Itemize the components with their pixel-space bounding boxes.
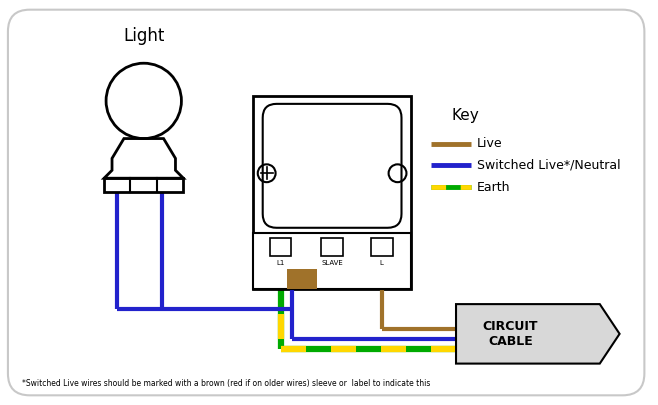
Text: L: L	[380, 260, 384, 266]
Text: CIRCUIT
CABLE: CIRCUIT CABLE	[483, 320, 538, 348]
Bar	[370, 238, 393, 256]
Bar	[253, 233, 411, 289]
Text: *Switched Live wires should be marked with a brown (red if on older wires) sleev: *Switched Live wires should be marked wi…	[22, 379, 430, 388]
Text: SLAVE: SLAVE	[321, 260, 343, 266]
FancyBboxPatch shape	[8, 10, 644, 395]
Text: L1: L1	[276, 260, 285, 266]
Text: Light: Light	[123, 28, 164, 45]
Text: Key: Key	[451, 108, 479, 123]
Bar	[104, 178, 184, 192]
Bar	[288, 269, 317, 289]
Text: Live: Live	[477, 137, 503, 150]
Bar	[270, 238, 291, 256]
Text: Switched Live*/Neutral: Switched Live*/Neutral	[477, 159, 620, 172]
Polygon shape	[456, 304, 620, 364]
Text: Earth: Earth	[477, 181, 511, 194]
FancyBboxPatch shape	[263, 104, 401, 228]
Bar	[253, 96, 411, 289]
Bar	[321, 238, 343, 256]
